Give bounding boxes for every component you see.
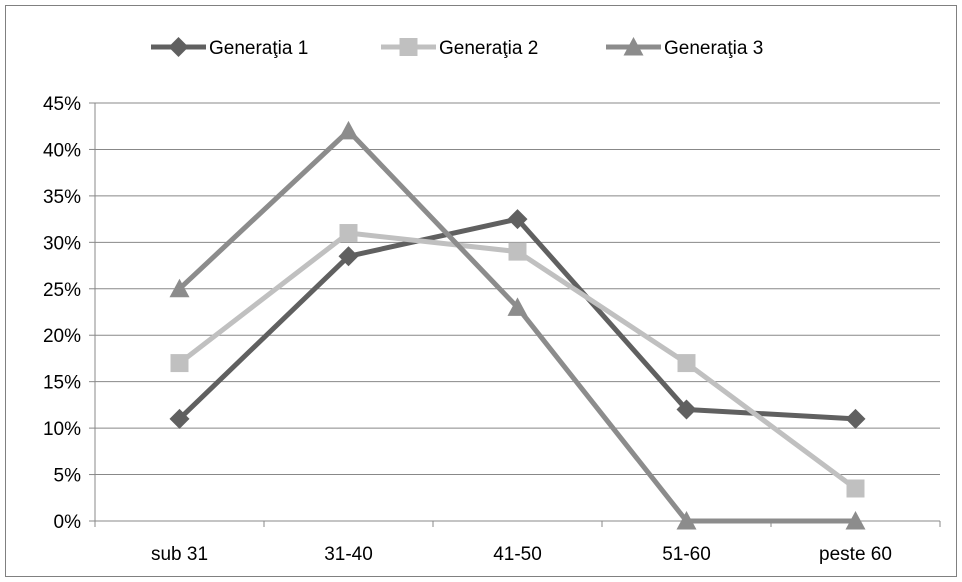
data-point — [339, 224, 358, 243]
x-tick-label: peste 60 — [819, 544, 892, 565]
series-group — [169, 120, 866, 530]
y-tick-label: 40% — [43, 140, 81, 161]
series-3 — [169, 120, 866, 530]
y-tick-label: 30% — [43, 233, 81, 254]
data-point — [170, 354, 189, 373]
x-tick-label: 41-50 — [493, 544, 542, 565]
x-tick-label: 51-60 — [662, 544, 711, 565]
legend-marker — [399, 38, 418, 56]
legend: Generaţia 1 Generaţia 2 Generaţia 3 — [151, 37, 763, 59]
legend-label: Generaţia 2 — [439, 38, 538, 59]
legend-item: Generaţia 1 — [151, 37, 308, 59]
data-point — [169, 408, 190, 429]
legend-item: Generaţia 3 — [606, 37, 763, 59]
chart-border — [5, 5, 957, 577]
x-tick-label: sub 31 — [151, 544, 208, 565]
y-tick-label: 5% — [54, 466, 82, 487]
y-tick-label: 20% — [43, 326, 81, 347]
y-tick-label: 35% — [43, 187, 81, 208]
data-point — [508, 242, 527, 261]
legend-label: Generaţia 3 — [664, 38, 763, 59]
series-2 — [170, 224, 865, 498]
data-point — [677, 354, 696, 373]
gridlines — [95, 102, 940, 476]
y-tick-label: 10% — [43, 419, 81, 440]
y-tick-label: 15% — [43, 373, 81, 394]
data-point — [169, 278, 190, 298]
data-point — [845, 408, 866, 429]
data-point — [846, 479, 865, 498]
legend-marker — [168, 37, 189, 57]
y-tick-label: 25% — [43, 280, 81, 301]
data-point — [507, 297, 528, 316]
data-point — [845, 511, 866, 530]
data-point — [338, 246, 359, 267]
x-tick-label: 31-40 — [324, 544, 373, 565]
legend-marker — [623, 37, 644, 56]
series-1 — [169, 209, 866, 429]
data-point — [676, 399, 697, 420]
legend-label: Generaţia 1 — [209, 38, 308, 59]
legend-item: Generaţia 2 — [381, 38, 538, 59]
y-tick-label: 0% — [54, 512, 82, 533]
y-tick-label: 45% — [43, 94, 81, 115]
data-point — [676, 511, 697, 530]
data-point — [507, 209, 528, 230]
data-point — [338, 120, 359, 140]
axes: 0% 5% 10% 15% 20% 25% 30% 35% 40% 45% sub 31 31-40 4… — [43, 94, 941, 565]
